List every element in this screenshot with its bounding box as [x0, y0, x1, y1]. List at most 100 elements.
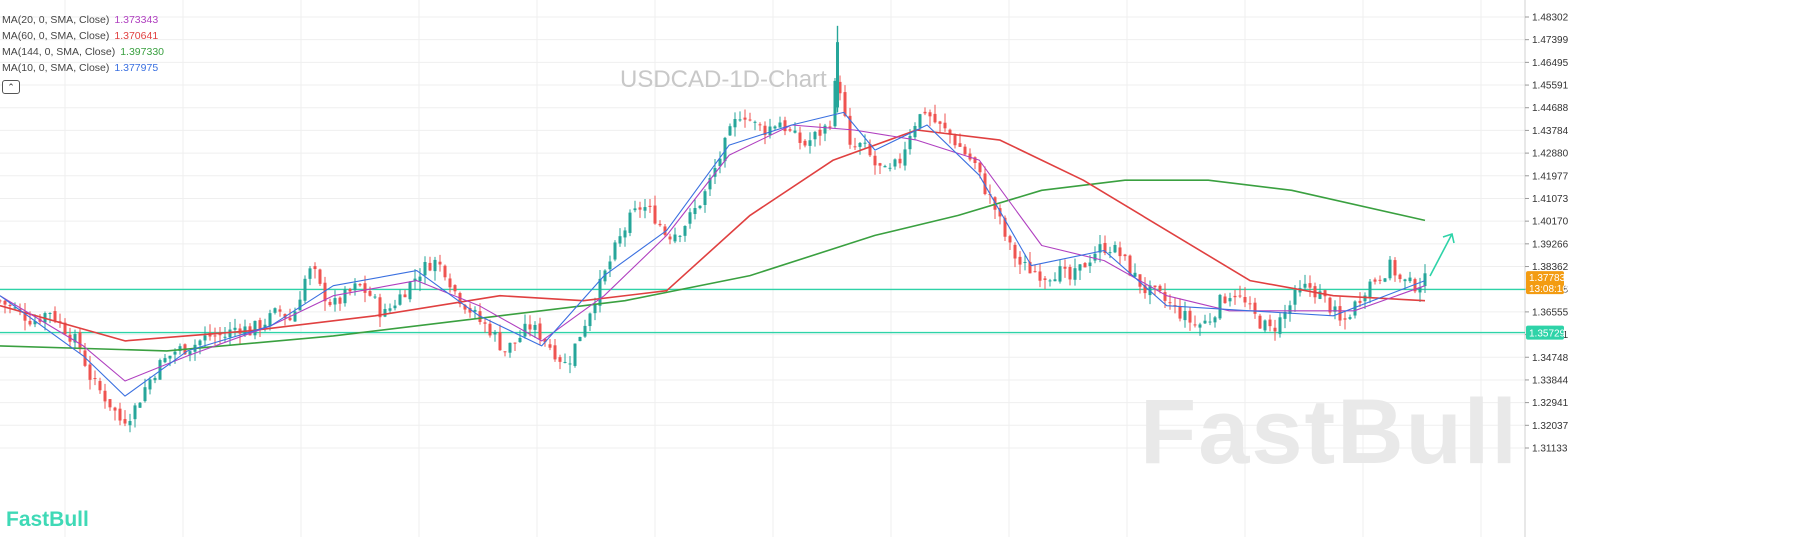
candle-body	[213, 335, 217, 337]
candle-body	[1163, 292, 1167, 301]
candle-body	[88, 364, 92, 380]
candle-body	[353, 283, 357, 291]
candle-body	[1003, 217, 1007, 237]
candle-body	[563, 361, 567, 363]
candle-body	[398, 294, 402, 305]
candle-body	[1118, 247, 1122, 257]
candle-body	[653, 205, 657, 224]
candle-body	[678, 235, 682, 237]
candle-body	[1058, 266, 1062, 282]
candle-body	[388, 308, 392, 311]
candle-body	[1258, 315, 1262, 329]
candle-body	[3, 300, 7, 305]
candle-body	[1008, 236, 1012, 243]
candle-body	[493, 331, 497, 335]
candle-body	[613, 242, 617, 260]
candle-body	[818, 129, 822, 136]
candle-body	[1238, 295, 1242, 297]
y-tick-label: 1.42880	[1532, 149, 1569, 160]
candle-body	[253, 320, 257, 336]
candle-body	[1378, 279, 1382, 281]
y-tick-label: 1.43784	[1532, 126, 1569, 137]
candle-body	[483, 322, 487, 324]
chevron-up-icon[interactable]: ⌃	[2, 80, 20, 94]
candle-body	[1293, 289, 1297, 305]
candle-body	[368, 291, 372, 296]
candle-body	[603, 270, 607, 282]
candle-body	[278, 309, 282, 312]
candle-body	[748, 119, 752, 121]
candle-body	[1183, 310, 1187, 321]
indicator-legend: MA(20, 0, SMA, Close) 1.373343 MA(60, 0, …	[2, 12, 164, 76]
candle-body	[1268, 319, 1272, 327]
candle-body	[583, 325, 587, 337]
candle-body	[1393, 260, 1397, 276]
candle-body	[383, 309, 387, 317]
candle-body	[333, 298, 337, 305]
candle-body	[723, 137, 727, 162]
candle-body	[178, 346, 182, 351]
candle-body	[1173, 305, 1177, 307]
candle-body	[173, 351, 177, 355]
candle-body	[713, 168, 717, 177]
candle-body	[843, 92, 847, 116]
candle-body	[338, 297, 342, 304]
candle-body	[143, 387, 147, 402]
candle-body	[658, 223, 662, 226]
candle-body	[1223, 296, 1227, 304]
candle-body	[1413, 279, 1417, 292]
candle-body	[578, 336, 582, 342]
y-tick-label: 1.46495	[1532, 58, 1569, 69]
candle-body	[428, 262, 432, 271]
candle-body	[773, 126, 777, 129]
y-tick-label: 1.39266	[1532, 239, 1569, 250]
candle-body	[1083, 263, 1087, 268]
candle-body	[1218, 294, 1222, 319]
candle-body	[128, 421, 132, 426]
y-tick-label: 1.41073	[1532, 194, 1569, 205]
trend-arrow-icon	[1429, 232, 1455, 277]
candle-body	[978, 162, 982, 173]
y-tick-label: 1.45591	[1532, 81, 1569, 92]
candle-body	[273, 308, 277, 313]
legend-ma60: MA(60, 0, SMA, Close) 1.370641	[2, 30, 159, 42]
price-axis: 1.48302 1.47399 1.46495 1.45591 1.44688 1.437…	[1525, 13, 1569, 455]
candle-body	[1198, 324, 1202, 328]
candle-body	[1403, 279, 1407, 282]
candle-body	[1418, 287, 1422, 293]
candle-body	[148, 379, 152, 390]
candle-body	[1093, 253, 1097, 261]
candle-body	[623, 230, 627, 238]
candle-body	[53, 311, 57, 321]
candle-body	[1213, 317, 1217, 323]
candle-body	[123, 419, 127, 424]
y-tick-label: 1.31133	[1532, 444, 1568, 455]
legend-ma20-value: 1.373343	[114, 14, 159, 26]
candle-body	[1373, 279, 1377, 282]
candle-body	[33, 321, 37, 325]
legend-ma10-value: 1.377975	[114, 62, 159, 74]
candle-body	[848, 115, 852, 145]
candle-body	[908, 135, 912, 150]
candle-body	[568, 363, 572, 365]
y-tick-label: 1.47399	[1532, 35, 1569, 46]
candle-body	[98, 381, 102, 391]
candle-body	[1283, 311, 1287, 319]
candle-body	[363, 283, 367, 293]
candle-body	[953, 135, 957, 146]
candle-body	[263, 324, 267, 328]
candle-body	[433, 259, 437, 272]
candle-body	[943, 122, 947, 129]
candle-body	[1233, 295, 1237, 298]
countdown-label: 13:08:10	[1529, 284, 1568, 295]
candle-body	[48, 312, 52, 314]
candle-body	[758, 124, 762, 126]
candle-body	[533, 324, 537, 330]
y-tick-label: 1.36555	[1532, 307, 1569, 318]
candle-body	[673, 234, 677, 242]
candle-body	[1158, 285, 1162, 291]
y-tick-label: 1.34748	[1532, 353, 1569, 364]
ma10-line	[0, 111, 1426, 397]
candle-body	[1318, 291, 1322, 299]
